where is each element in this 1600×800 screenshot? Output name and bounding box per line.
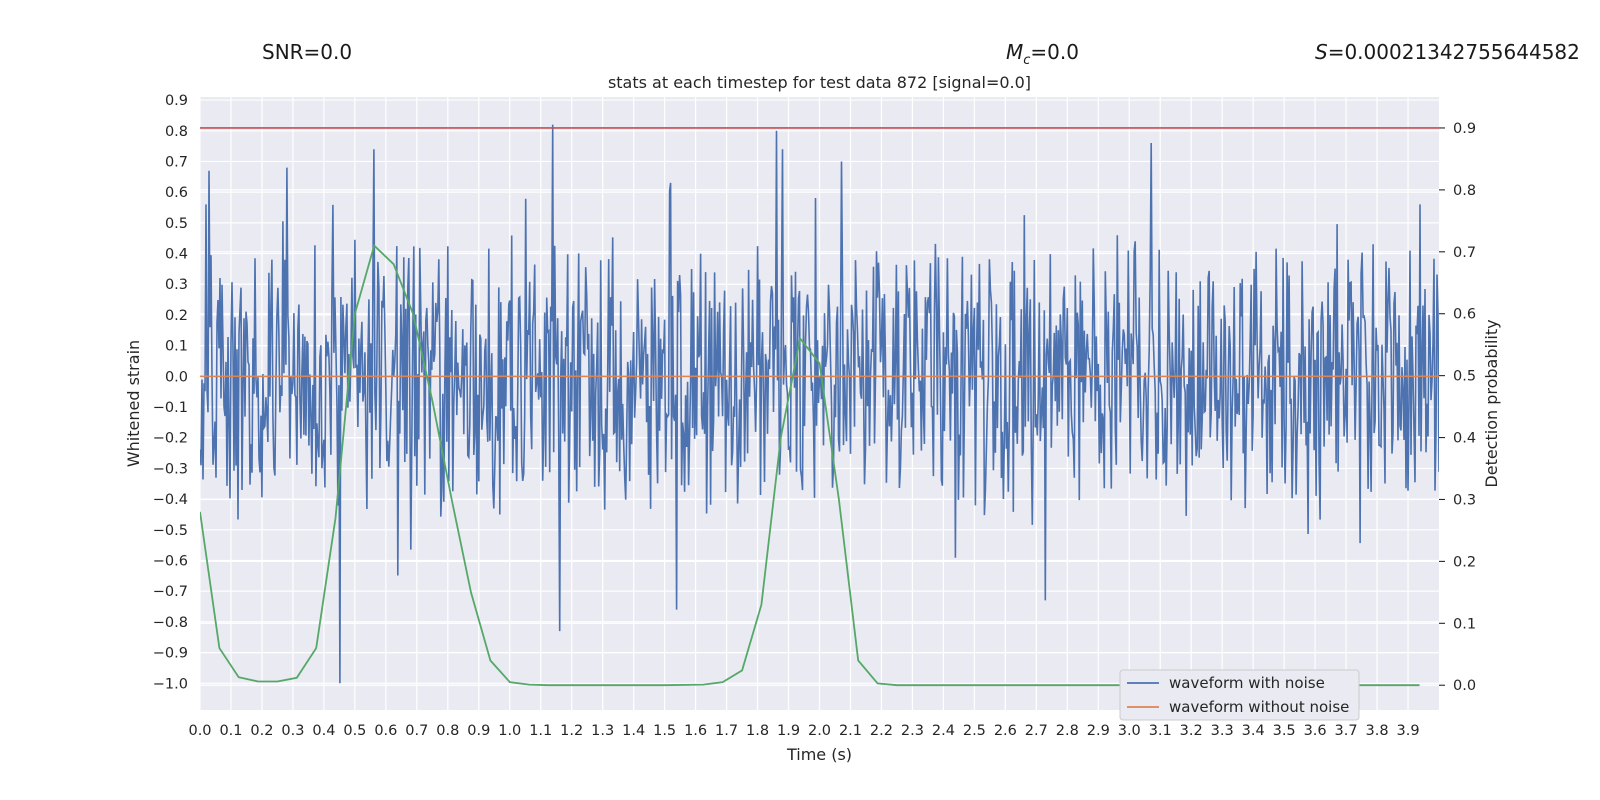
y-right-axis-label: Detection probability [1482, 319, 1501, 487]
x-tick-label: 0.6 [374, 723, 397, 739]
y-tick-labels: 0.9 0.8 0.7 0.6 0.5 0.4 0.3 0.2 0.1 0.0 −0.1 −0.2 −0… [153, 93, 188, 692]
y-tick-label: −0.6 [153, 554, 188, 570]
y-right-tick-label: 0.9 [1453, 121, 1476, 137]
snr-header: SNR=0.0 [262, 40, 353, 64]
x-tick-label: 2.9 [1087, 723, 1110, 739]
x-tick-label: 3.7 [1335, 723, 1358, 739]
legend-label-noise: waveform with noise [1169, 674, 1325, 692]
x-tick-label: 2.5 [963, 723, 986, 739]
x-tick-label: 0.3 [281, 723, 304, 739]
x-tick-label: 3.1 [1149, 723, 1172, 739]
x-tick-label: 3.6 [1304, 723, 1327, 739]
x-tick-label: 1.0 [498, 723, 521, 739]
x-tick-label: 0.1 [219, 723, 242, 739]
y-tick-label: −0.9 [153, 646, 188, 662]
y-tick-label: 0.5 [165, 216, 188, 232]
y-tick-label: −0.5 [153, 523, 188, 539]
x-tick-label: 2.2 [870, 723, 893, 739]
x-tick-label: 1.9 [777, 723, 800, 739]
x-tick-label: 3.8 [1366, 723, 1389, 739]
x-tick-label: 0.4 [312, 723, 335, 739]
mc-subscript: c [1023, 53, 1031, 68]
y-tick-label: 0.2 [165, 308, 188, 324]
x-tick-label: 2.3 [901, 723, 924, 739]
x-tick-label: 2.1 [839, 723, 862, 739]
x-tick-label: 2.6 [994, 723, 1017, 739]
x-tick-label: 3.2 [1180, 723, 1203, 739]
x-tick-label: 2.8 [1056, 723, 1079, 739]
legend-label-clean: waveform without noise [1169, 698, 1349, 716]
y-right-tick-label: 0.6 [1453, 307, 1476, 323]
x-tick-label: 0.7 [405, 723, 428, 739]
y-tick-label: 0.4 [165, 247, 188, 263]
x-tick-label: 2.7 [1025, 723, 1048, 739]
series-waveform-with-noise [200, 124, 1439, 684]
y-tick-label: −0.2 [153, 431, 188, 447]
series-detection-probability [200, 243, 1420, 687]
x-tick-label: 3.5 [1273, 723, 1296, 739]
x-tick-label: 0.9 [467, 723, 490, 739]
x-tick-label: 0.5 [343, 723, 366, 739]
y-tick-label: 0.8 [165, 124, 188, 140]
x-tick-label: 1.4 [622, 723, 645, 739]
x-tick-label: 1.2 [560, 723, 583, 739]
score-header: S=0.00021342755644582 [1315, 40, 1580, 64]
x-tick-label: 1.8 [746, 723, 769, 739]
y-right-tick-label: 0.2 [1453, 554, 1476, 570]
y-right-tick-label: 0.1 [1453, 616, 1476, 632]
y-right-tick-label: 0.5 [1453, 369, 1476, 385]
x-tick-labels: 0.0 0.1 0.2 0.3 0.4 0.5 0.6 0.7 0.8 0.9 1.0 1.1 1.2 1… [188, 723, 1419, 739]
y-axis-label: Whitened strain [124, 340, 143, 467]
x-tick-label: 1.6 [684, 723, 707, 739]
s-symbol: S [1315, 40, 1328, 64]
x-tick-label: 2.0 [808, 723, 831, 739]
series-layer [200, 124, 1439, 687]
legend-box [1119, 669, 1360, 721]
y-tick-label: −1.0 [153, 676, 188, 692]
y-tick-label: −0.7 [153, 584, 188, 600]
x-tick-label: 1.7 [715, 723, 738, 739]
x-tick-label: 3.3 [1211, 723, 1234, 739]
s-value: =0.00021342755644582 [1327, 40, 1580, 64]
y-tick-label: 0.7 [165, 154, 188, 170]
x-axis-label: Time (s) [786, 745, 852, 764]
y-right-tick-label: 0.3 [1453, 492, 1476, 508]
x-tick-label: 0.2 [250, 723, 273, 739]
y-tick-label: 0.1 [165, 339, 188, 355]
x-tick-label: 3.4 [1242, 723, 1265, 739]
y-right-tick-labels: 0.9 0.8 0.7 0.6 0.5 0.4 0.3 0.2 0.1 0.0 [1439, 121, 1476, 694]
legend: waveform with noise waveform without noi… [1119, 669, 1360, 721]
y-right-tick-label: 0.0 [1453, 678, 1476, 694]
y-tick-label: −0.1 [153, 400, 188, 416]
mc-value: =0.0 [1030, 40, 1079, 64]
y-tick-label: −0.4 [153, 492, 188, 508]
y-right-tick-label: 0.4 [1453, 431, 1476, 447]
y-tick-label: 0.3 [165, 277, 188, 293]
y-right-tick-label: 0.8 [1453, 183, 1476, 199]
grid-lines [199, 97, 1439, 710]
x-tick-label: 2.4 [932, 723, 955, 739]
chirp-mass-header: Mc=0.0 [1006, 40, 1079, 68]
y-tick-label: −0.8 [153, 615, 188, 631]
chart-title: stats at each timestep for test data 872… [608, 73, 1031, 92]
y-tick-label: −0.3 [153, 461, 188, 477]
x-tick-label: 3.0 [1118, 723, 1141, 739]
x-tick-label: 1.3 [591, 723, 614, 739]
x-tick-label: 3.9 [1396, 723, 1419, 739]
x-tick-label: 1.5 [653, 723, 676, 739]
y-right-tick-label: 0.7 [1453, 245, 1476, 261]
y-tick-label: 0.6 [165, 185, 188, 201]
y-tick-label: 0.9 [165, 93, 188, 109]
x-tick-label: 0.8 [436, 723, 459, 739]
y-tick-label: 0.0 [165, 369, 188, 385]
x-tick-label: 0.0 [188, 723, 211, 739]
x-tick-label: 1.1 [529, 723, 552, 739]
mc-symbol: M [1006, 40, 1024, 64]
